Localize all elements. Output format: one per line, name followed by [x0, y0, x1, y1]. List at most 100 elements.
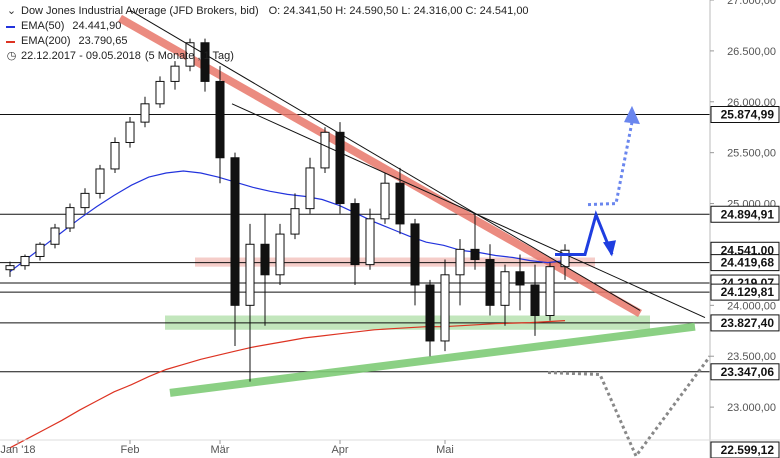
legend-title-row: ⌄ Dow Jones Industrial Average (JFD Brok… — [6, 4, 529, 19]
candle-body — [350, 203, 360, 266]
level-label-text: 25.874,99 — [721, 108, 775, 122]
y-tick-label: 26.000,00 — [727, 97, 776, 109]
level-label-text: 24.129,81 — [721, 285, 775, 299]
ohlc-values: O: 24.341,50 H: 24.590,50 L: 24.316,00 C… — [268, 5, 529, 17]
candle-body — [140, 103, 150, 123]
y-tick-label: 26.500,00 — [727, 46, 776, 58]
ema200-line — [9, 320, 566, 449]
resistance-zone — [195, 257, 595, 267]
ema200-label: EMA(200) — [21, 35, 71, 47]
candle — [425, 279, 435, 357]
candle — [110, 137, 120, 174]
level-label: 23.827,40 — [710, 314, 780, 332]
candle-body — [80, 192, 90, 209]
level-label: 22.599,12 — [710, 441, 780, 458]
candle-body — [230, 157, 240, 306]
candle-body — [335, 131, 345, 205]
candle-body — [245, 243, 255, 306]
candle-body — [5, 265, 15, 271]
candle — [350, 198, 360, 285]
candle-body — [275, 233, 285, 276]
x-tick-label: Mai — [436, 444, 454, 456]
level-label-box — [710, 283, 780, 301]
candle — [305, 157, 315, 214]
candle-body — [20, 255, 30, 267]
level-label: 23.347,06 — [710, 363, 780, 381]
candle — [95, 164, 105, 199]
ema50-label: EMA(50) — [21, 20, 65, 32]
candle-body — [485, 259, 495, 306]
forecast-extended-arrowhead-icon — [624, 105, 640, 125]
x-tick-label: Feb — [121, 444, 140, 456]
level-label: 24.129,81 — [710, 283, 780, 301]
candle-body — [455, 248, 465, 276]
candle — [320, 127, 330, 174]
candle — [260, 213, 270, 326]
candle-body — [365, 218, 375, 266]
range-note: (5 Monate , 1 Tag) — [144, 50, 234, 62]
candle — [185, 38, 195, 72]
level-label: 24.894,91 — [710, 205, 780, 223]
level-label-box — [710, 441, 780, 458]
candle-body — [65, 207, 75, 229]
candle-body — [50, 227, 60, 245]
trendlines — [129, 9, 706, 319]
candle — [485, 244, 495, 316]
ema50-swatch-icon — [6, 25, 15, 28]
level-label: 24.419,68 — [710, 254, 780, 272]
level-label-box — [710, 106, 780, 124]
candle — [500, 264, 510, 326]
level-label-text: 24.541,00 — [721, 243, 775, 257]
forecast-paths — [547, 105, 712, 458]
candle-body — [200, 42, 210, 82]
candle — [380, 173, 390, 224]
candle-body — [545, 266, 555, 317]
candle-body — [215, 80, 225, 159]
legend-ema200-row[interactable]: EMA(200) 23.790,65 — [6, 34, 529, 49]
candle — [455, 239, 465, 306]
y-tick-label: 27.000,00 — [727, 0, 776, 7]
candle — [50, 223, 60, 249]
x-tick-label: Apr — [331, 444, 348, 456]
candle-body — [500, 271, 510, 306]
candle — [140, 96, 150, 128]
candle-body — [170, 65, 180, 82]
candle-body — [290, 208, 300, 235]
instrument-name: Dow Jones Industrial Average (JFD Broker… — [21, 5, 259, 17]
level-label-text: 23.827,40 — [721, 316, 775, 330]
x-tick-label: Mär — [211, 444, 230, 456]
candle-body — [260, 243, 270, 276]
candle-body — [530, 284, 540, 317]
candle — [515, 254, 525, 311]
candle — [395, 167, 405, 235]
candle — [155, 76, 165, 108]
chart-legend: ⌄ Dow Jones Industrial Average (JFD Brok… — [6, 4, 529, 64]
y-tick-label: 23.500,00 — [727, 351, 776, 363]
time-axis: Jan '18 Feb Mär Apr Mai — [0, 439, 780, 456]
candle — [170, 61, 180, 90]
y-tick-label: 25.500,00 — [727, 148, 776, 160]
x-tick-label: Jan '18 — [0, 444, 35, 456]
ema200-swatch-icon — [6, 40, 15, 43]
forecast-down-path — [547, 355, 712, 458]
candle — [365, 208, 375, 270]
level-label: 25.874,99 — [710, 106, 780, 124]
candle — [410, 218, 420, 306]
axis-panel — [710, 0, 780, 458]
date-range: 22.12.2017 - 09.05.2018 — [21, 50, 141, 62]
candle-body — [410, 223, 420, 286]
level-label-text: 22.599,12 — [721, 443, 775, 457]
candle-body — [470, 248, 480, 261]
level-label-box — [710, 205, 780, 223]
candle-body — [95, 168, 105, 194]
forecast-up-arrowhead-icon — [603, 240, 616, 257]
candle — [230, 152, 240, 347]
ema200-value: 23.790,65 — [78, 35, 128, 47]
level-label-text: 24.894,91 — [721, 207, 775, 221]
level-label-text: 24.419,68 — [721, 256, 775, 270]
forecast-up-path — [555, 210, 614, 256]
legend-ema50-row[interactable]: EMA(50) 24.441,90 — [6, 19, 529, 34]
level-label-text: 23.347,06 — [721, 365, 775, 379]
collapse-chevron-icon[interactable]: ⌄ — [6, 5, 17, 17]
candle-body — [320, 131, 330, 169]
